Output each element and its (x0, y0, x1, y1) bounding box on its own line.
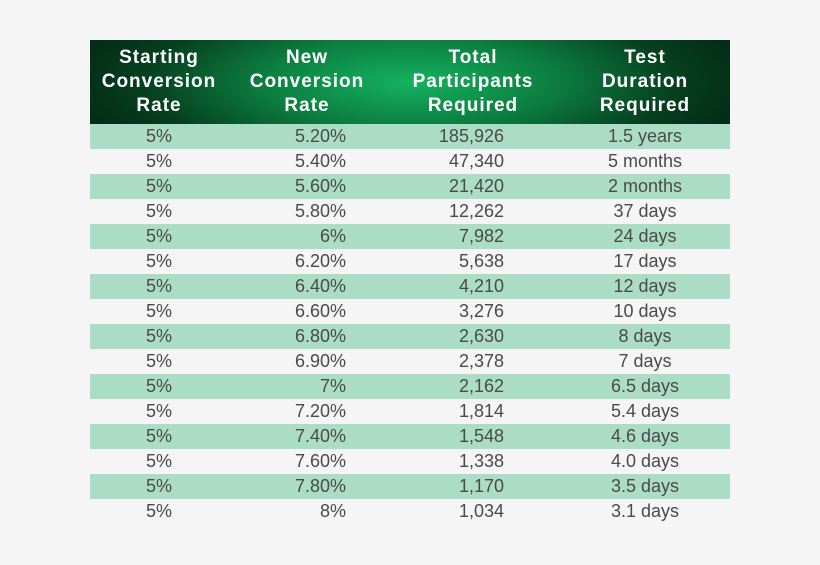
duration-cell: 8 days (618, 326, 672, 346)
table-row: 5% 7.40% 1,548 4.6 days (90, 424, 730, 449)
header-new-conversion-rate: New Conversion Rate (249, 47, 365, 116)
starting-rate-cell: 5% (145, 326, 172, 346)
duration-cell: 37 days (613, 201, 677, 221)
new-rate-cell: 7.20% (294, 401, 346, 421)
table-row: 5% 6.90% 2,378 7 days (90, 349, 730, 374)
participants-cell: 2,630 (458, 326, 504, 346)
new-rate-cell: 6.40% (294, 276, 346, 296)
duration-cell: 5 months (607, 151, 683, 171)
starting-rate-cell: 5% (145, 126, 172, 146)
participants-cell: 4,210 (458, 276, 504, 296)
new-rate-cell: 7.60% (294, 451, 346, 471)
participants-cell: 5,638 (458, 251, 504, 271)
participants-cell: 1,814 (458, 401, 504, 421)
table-row: 5% 7% 2,162 6.5 days (90, 374, 730, 399)
table-header: Starting Conversion Rate New Conversion … (90, 40, 730, 124)
starting-rate-cell: 5% (145, 476, 172, 496)
duration-cell: 4.0 days (610, 451, 680, 471)
starting-rate-cell: 5% (145, 251, 172, 271)
table-row: 5% 6.20% 5,638 17 days (90, 249, 730, 274)
participants-cell: 7,982 (458, 226, 504, 246)
participants-cell: 1,034 (458, 501, 504, 521)
new-rate-cell: 7.80% (294, 476, 346, 496)
table-row: 5% 6.80% 2,630 8 days (90, 324, 730, 349)
new-rate-cell: 6.60% (294, 301, 346, 321)
table-row: 5% 8% 1,034 3.1 days (90, 499, 730, 524)
participants-cell: 21,420 (448, 176, 504, 196)
participants-cell: 1,170 (458, 476, 504, 496)
duration-cell: 5.4 days (610, 401, 680, 421)
starting-rate-cell: 5% (145, 201, 172, 221)
duration-cell: 10 days (613, 301, 677, 321)
table-row: 5% 5.20% 185,926 1.5 years (90, 124, 730, 149)
table-row: 5% 5.80% 12,262 37 days (90, 199, 730, 224)
new-rate-cell: 5.20% (294, 126, 346, 146)
participants-cell: 47,340 (448, 151, 504, 171)
new-rate-cell: 7.40% (294, 426, 346, 446)
new-rate-cell: 5.60% (294, 176, 346, 196)
duration-cell: 12 days (613, 276, 677, 296)
participants-cell: 3,276 (458, 301, 504, 321)
duration-cell: 1.5 years (607, 126, 683, 146)
header-total-participants-required: Total Participants Required (412, 47, 534, 116)
new-rate-cell: 5.40% (294, 151, 346, 171)
participants-cell: 1,338 (458, 451, 504, 471)
starting-rate-cell: 5% (145, 451, 172, 471)
new-rate-cell: 6.80% (294, 326, 346, 346)
new-rate-cell: 8% (319, 501, 346, 521)
header-test-duration-required: Test Duration Required (599, 47, 691, 116)
table-row: 5% 6% 7,982 24 days (90, 224, 730, 249)
conversion-table: Starting Conversion Rate New Conversion … (90, 40, 730, 524)
table-row: 5% 7.60% 1,338 4.0 days (90, 449, 730, 474)
starting-rate-cell: 5% (145, 501, 172, 521)
duration-cell: 24 days (613, 226, 677, 246)
table-row: 5% 6.60% 3,276 10 days (90, 299, 730, 324)
table-row: 5% 7.20% 1,814 5.4 days (90, 399, 730, 424)
starting-rate-cell: 5% (145, 151, 172, 171)
duration-cell: 3.5 days (610, 476, 680, 496)
duration-cell: 2 months (607, 176, 683, 196)
participants-cell: 12,262 (448, 201, 504, 221)
table-row: 5% 7.80% 1,170 3.5 days (90, 474, 730, 499)
new-rate-cell: 6.90% (294, 351, 346, 371)
new-rate-cell: 5.80% (294, 201, 346, 221)
duration-cell: 6.5 days (610, 376, 680, 396)
duration-cell: 3.1 days (610, 501, 680, 521)
participants-cell: 1,548 (458, 426, 504, 446)
new-rate-cell: 6.20% (294, 251, 346, 271)
starting-rate-cell: 5% (145, 276, 172, 296)
starting-rate-cell: 5% (145, 226, 172, 246)
new-rate-cell: 7% (319, 376, 346, 396)
table-body: 5% 5.20% 185,926 1.5 years 5% 5.40% 47,340 5 mo… (90, 124, 730, 524)
header-starting-conversion-rate: Starting Conversion Rate (101, 47, 217, 116)
duration-cell: 17 days (613, 251, 677, 271)
new-rate-cell: 6% (319, 226, 346, 246)
duration-cell: 4.6 days (610, 426, 680, 446)
starting-rate-cell: 5% (145, 176, 172, 196)
starting-rate-cell: 5% (145, 401, 172, 421)
starting-rate-cell: 5% (145, 426, 172, 446)
starting-rate-cell: 5% (145, 351, 172, 371)
participants-cell: 2,162 (458, 376, 504, 396)
starting-rate-cell: 5% (145, 376, 172, 396)
table-row: 5% 5.60% 21,420 2 months (90, 174, 730, 199)
table-row: 5% 6.40% 4,210 12 days (90, 274, 730, 299)
duration-cell: 7 days (618, 351, 672, 371)
starting-rate-cell: 5% (145, 301, 172, 321)
participants-cell: 2,378 (458, 351, 504, 371)
participants-cell: 185,926 (438, 126, 504, 146)
table-row: 5% 5.40% 47,340 5 months (90, 149, 730, 174)
